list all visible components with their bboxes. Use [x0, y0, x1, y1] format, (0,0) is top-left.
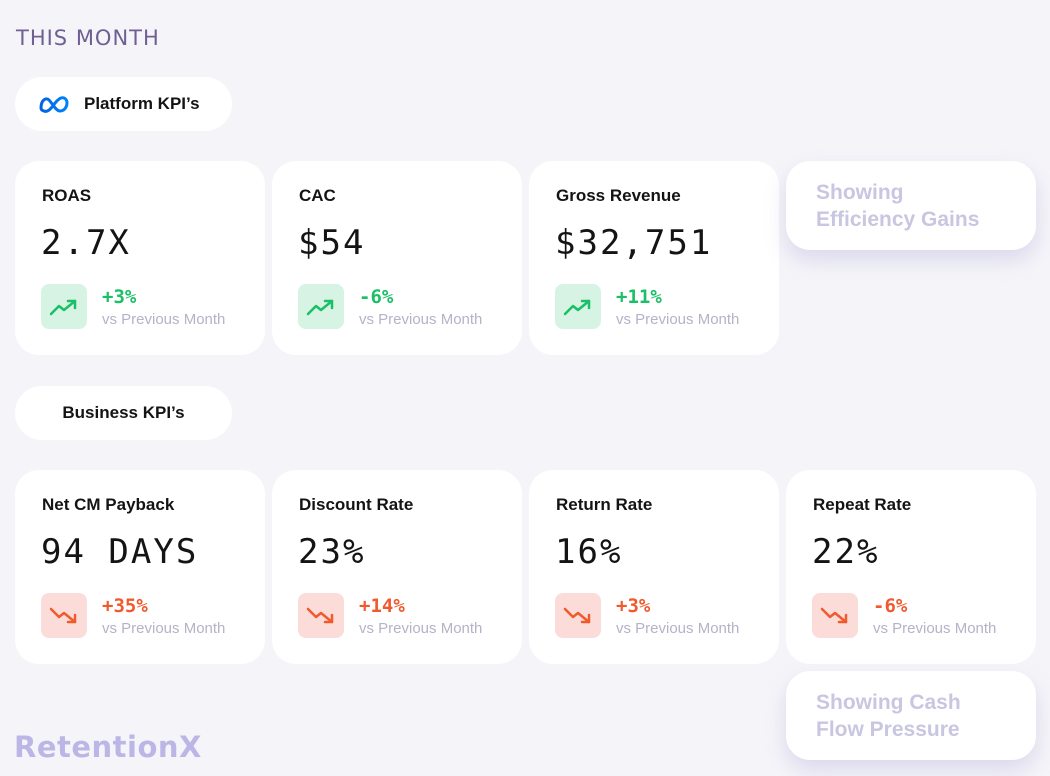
kpi-label: ROAS — [42, 186, 92, 205]
trend-down-icon — [41, 593, 87, 638]
business-kpis-pill[interactable]: Business KPI’s — [15, 386, 232, 440]
trend-up-icon — [555, 284, 601, 329]
kpi-card-discount-rate: Discount Rate 23% +14% vs Previous Month — [272, 470, 522, 664]
kpi-label: Gross Revenue — [556, 186, 681, 205]
kpi-change: +3% — [616, 595, 651, 617]
business-kpis-label: Business KPI’s — [62, 403, 185, 422]
kpi-value: $54 — [298, 223, 366, 263]
kpi-card-gross-revenue: Gross Revenue $32,751 +11% vs Previous M… — [529, 161, 779, 355]
kpi-label: Net CM Payback — [42, 495, 175, 514]
kpi-comparison-label: vs Previous Month — [102, 311, 226, 328]
kpi-comparison-label: vs Previous Month — [102, 620, 226, 637]
kpi-comparison-label: vs Previous Month — [873, 620, 997, 637]
kpi-change: +11% — [616, 286, 662, 308]
trend-down-icon — [555, 593, 601, 638]
kpi-card-repeat-rate: Repeat Rate 22% -6% vs Previous Month — [786, 470, 1036, 664]
callout-line: Showing — [816, 181, 904, 204]
kpi-card-return-rate: Return Rate 16% +3% vs Previous Month — [529, 470, 779, 664]
efficiency-gains-callout: Showing Efficiency Gains — [786, 161, 1036, 250]
meta-logo-icon — [38, 94, 70, 114]
kpi-comparison-label: vs Previous Month — [616, 311, 740, 328]
kpi-change: -6% — [359, 286, 394, 308]
kpi-label: CAC — [299, 186, 336, 205]
kpi-label: Repeat Rate — [813, 495, 912, 514]
section-title: THIS MONTH — [16, 26, 160, 50]
kpi-value: 23% — [298, 532, 366, 572]
kpi-label: Discount Rate — [299, 495, 414, 514]
kpi-value: 94 DAYS — [41, 532, 199, 572]
kpi-comparison-label: vs Previous Month — [359, 311, 483, 328]
kpi-label: Return Rate — [556, 495, 653, 514]
retentionx-logo: RetentionX — [14, 730, 202, 764]
kpi-value: $32,751 — [555, 223, 713, 263]
kpi-value: 16% — [555, 532, 623, 572]
kpi-change: -6% — [873, 595, 908, 617]
kpi-value: 2.7X — [41, 223, 131, 263]
trend-down-icon — [812, 593, 858, 638]
platform-kpis-label: Platform KPI’s — [84, 94, 200, 113]
kpi-comparison-label: vs Previous Month — [616, 620, 740, 637]
kpi-value: 22% — [812, 532, 880, 572]
platform-kpis-pill[interactable]: Platform KPI’s — [15, 77, 232, 131]
trend-up-icon — [41, 284, 87, 329]
kpi-change: +14% — [359, 595, 405, 617]
kpi-card-net-cm-payback: Net CM Payback 94 DAYS +35% vs Previous … — [15, 470, 265, 664]
kpi-change: +35% — [102, 595, 148, 617]
cash-flow-pressure-callout: Showing Cash Flow Pressure — [786, 671, 1036, 760]
kpi-change: +3% — [102, 286, 137, 308]
callout-line: Showing Cash — [816, 691, 961, 714]
callout-line: Efficiency Gains — [816, 208, 980, 231]
trend-up-icon — [298, 284, 344, 329]
trend-down-icon — [298, 593, 344, 638]
kpi-card-roas: ROAS 2.7X +3% vs Previous Month — [15, 161, 265, 355]
kpi-comparison-label: vs Previous Month — [359, 620, 483, 637]
callout-line: Flow Pressure — [816, 718, 960, 741]
kpi-card-cac: CAC $54 -6% vs Previous Month — [272, 161, 522, 355]
